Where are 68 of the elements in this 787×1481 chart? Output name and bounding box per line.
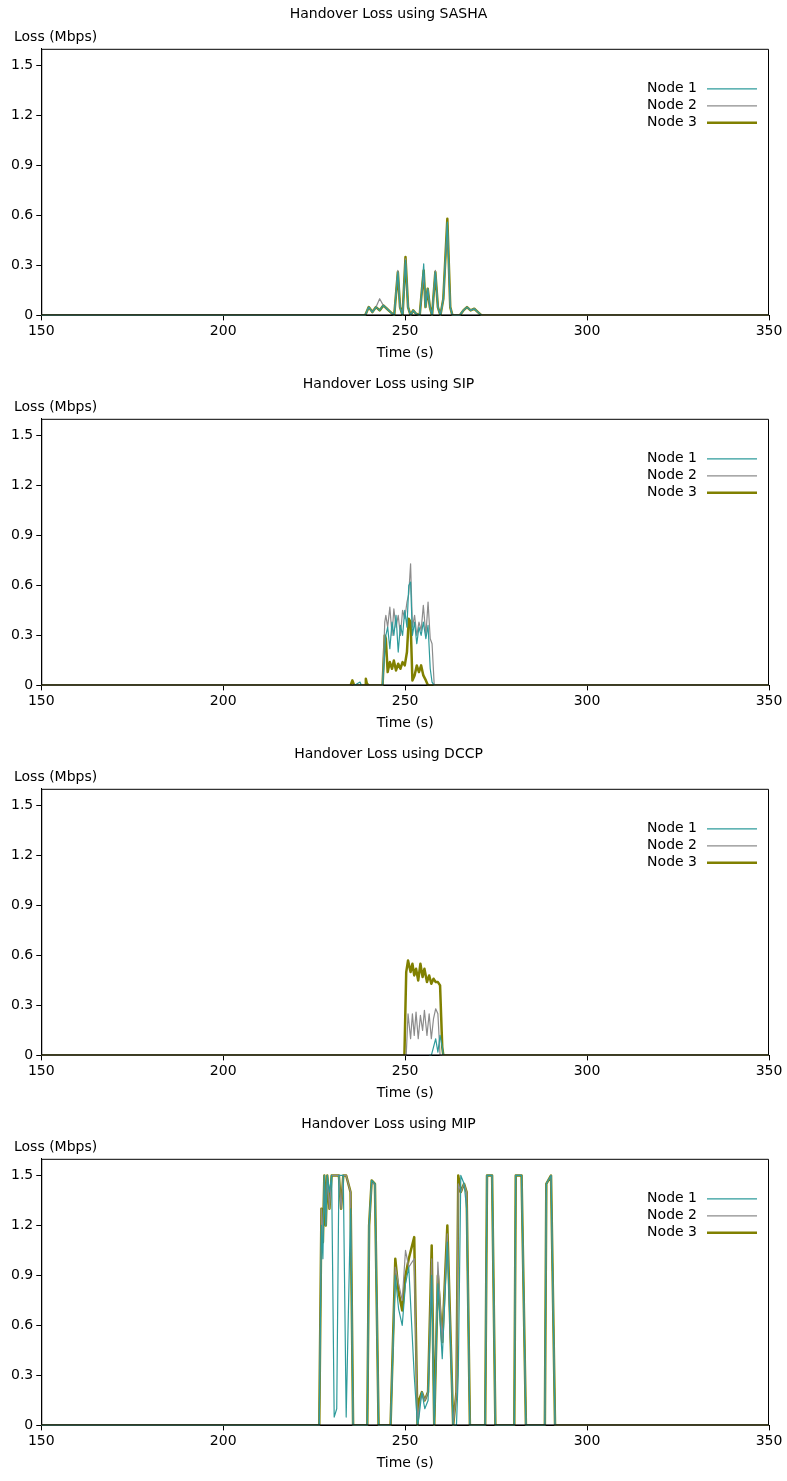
y-tick-label: 1.5 <box>11 1166 34 1183</box>
y-tick-label: 0.6 <box>11 206 34 223</box>
x-tick-label: 200 <box>209 322 237 339</box>
x-tick-label: 250 <box>391 692 419 709</box>
legend-label: Node 1 <box>647 1189 697 1206</box>
y-tick-label: 0.3 <box>11 256 34 273</box>
chart-title: Handover Loss using DCCP <box>294 745 483 762</box>
legend-label: Node 1 <box>647 79 697 96</box>
x-tick-label: 250 <box>391 1062 419 1079</box>
y-axis-title: Loss (Mbps) <box>14 398 98 415</box>
legend-label: Node 3 <box>647 113 697 130</box>
x-tick-label: 200 <box>209 1432 237 1449</box>
y-tick-label: 1.5 <box>11 56 34 73</box>
x-tick-label: 350 <box>755 1432 783 1449</box>
x-axis-title: Time (s) <box>375 714 434 731</box>
x-tick-label: 300 <box>573 1062 601 1079</box>
x-tick-label: 150 <box>27 692 55 709</box>
y-tick-label: 0.3 <box>11 626 34 643</box>
legend-label: Node 2 <box>647 96 697 113</box>
x-tick-label: 150 <box>27 1062 55 1079</box>
y-tick-label: 0 <box>24 1416 34 1433</box>
y-axis-title: Loss (Mbps) <box>14 28 98 45</box>
x-tick-label: 150 <box>27 1432 55 1449</box>
x-axis-title: Time (s) <box>375 1084 434 1101</box>
x-tick-label: 250 <box>391 322 419 339</box>
y-tick-label: 0 <box>24 1046 34 1063</box>
x-axis-title: Time (s) <box>375 344 434 361</box>
legend-label: Node 1 <box>647 449 697 466</box>
legend-label: Node 1 <box>647 819 697 836</box>
x-tick-label: 350 <box>755 1062 783 1079</box>
y-tick-label: 0.6 <box>11 946 34 963</box>
x-tick-label: 250 <box>391 1432 419 1449</box>
y-tick-label: 0.9 <box>11 896 34 913</box>
y-tick-label: 0.3 <box>11 996 34 1013</box>
y-tick-label: 0.9 <box>11 526 34 543</box>
x-tick-label: 150 <box>27 322 55 339</box>
x-tick-label: 350 <box>755 692 783 709</box>
x-tick-label: 350 <box>755 322 783 339</box>
legend-label: Node 3 <box>647 1223 697 1240</box>
legend-label: Node 2 <box>647 1206 697 1223</box>
legend-label: Node 2 <box>647 466 697 483</box>
y-axis-title: Loss (Mbps) <box>14 1138 98 1155</box>
y-tick-label: 0 <box>24 306 34 323</box>
y-tick-label: 1.5 <box>11 796 34 813</box>
y-tick-label: 1.2 <box>11 1216 34 1233</box>
y-tick-label: 0.6 <box>11 1316 34 1333</box>
chart-title: Handover Loss using SASHA <box>289 5 488 22</box>
legend-label: Node 3 <box>647 483 697 500</box>
y-tick-label: 0.3 <box>11 1366 34 1383</box>
x-tick-label: 300 <box>573 322 601 339</box>
x-axis-title: Time (s) <box>375 1454 434 1471</box>
x-tick-label: 300 <box>573 1432 601 1449</box>
x-tick-label: 200 <box>209 692 237 709</box>
legend-label: Node 3 <box>647 853 697 870</box>
y-tick-label: 0.9 <box>11 156 34 173</box>
y-axis-title: Loss (Mbps) <box>14 768 98 785</box>
y-tick-label: 1.5 <box>11 426 34 443</box>
y-tick-label: 1.2 <box>11 846 34 863</box>
y-tick-label: 0.6 <box>11 576 34 593</box>
chart-title: Handover Loss using SIP <box>302 375 475 392</box>
y-tick-label: 0 <box>24 676 34 693</box>
y-tick-label: 1.2 <box>11 476 34 493</box>
x-tick-label: 300 <box>573 692 601 709</box>
y-tick-label: 0.9 <box>11 1266 34 1283</box>
legend-label: Node 2 <box>647 836 697 853</box>
x-tick-label: 200 <box>209 1062 237 1079</box>
chart-title: Handover Loss using MIP <box>301 1115 476 1132</box>
y-tick-label: 1.2 <box>11 106 34 123</box>
